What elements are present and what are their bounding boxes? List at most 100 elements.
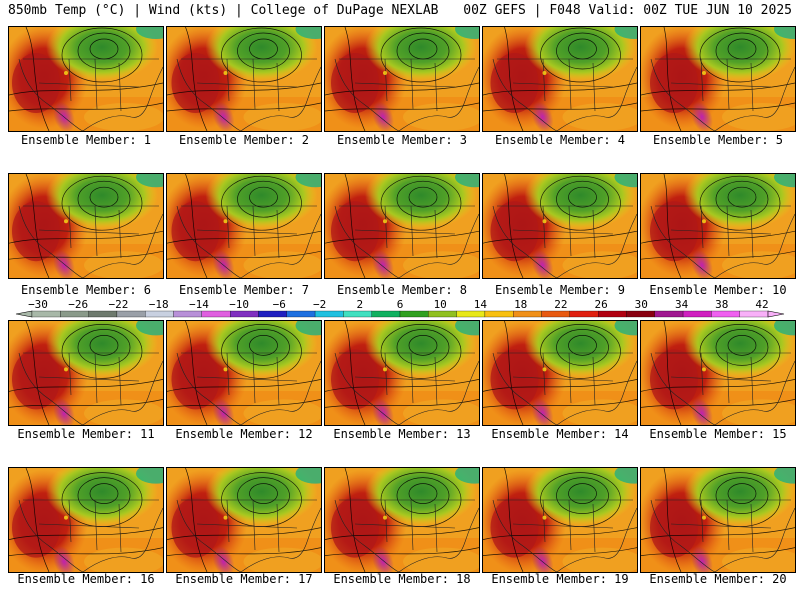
- colorbar-segment: [739, 310, 769, 318]
- colorbar-segment: [711, 310, 740, 318]
- colorbar-segment: [201, 310, 231, 318]
- ensemble-panel: [640, 467, 796, 573]
- colorbar-left-arrow: [15, 310, 33, 318]
- colorbar-segment: [654, 310, 684, 318]
- colorbar-tick-label: 30: [635, 299, 648, 311]
- colorbar-segment: [343, 310, 372, 318]
- ensemble-panel: [482, 320, 638, 426]
- colorbar-segment: [60, 310, 89, 318]
- colorbar-segment: [286, 310, 316, 318]
- colorbar-tick-label: 22: [554, 299, 567, 311]
- ensemble-map: [167, 174, 321, 278]
- colorbar-tick-label: 26: [594, 299, 607, 311]
- ensemble-member-label: Ensemble Member: 14: [491, 427, 629, 441]
- colorbar-segment: [258, 310, 287, 318]
- colorbar-right-arrow: [767, 310, 785, 318]
- ensemble-map: [9, 321, 163, 425]
- header-run-info: 00Z GEFS | F048 Valid: 00Z TUE JUN 10 20…: [463, 3, 792, 18]
- colorbar-segment: [173, 310, 202, 318]
- colorbar-segment: [31, 310, 61, 318]
- ensemble-map: [483, 27, 637, 131]
- ensemble-panel: [8, 320, 164, 426]
- ensemble-panel: [324, 26, 480, 132]
- colorbar-tick-label: 6: [397, 299, 404, 311]
- ensemble-member-label: Ensemble Member: 11: [17, 427, 155, 441]
- colorbar-tick-label: −22: [108, 299, 128, 311]
- ensemble-panel: [482, 173, 638, 279]
- ensemble-map: [641, 174, 795, 278]
- ensemble-map: [641, 468, 795, 572]
- ensemble-map: [325, 321, 479, 425]
- ensemble-map: [641, 27, 795, 131]
- colorbar-tick-label: 14: [474, 299, 488, 311]
- ensemble-map: [325, 174, 479, 278]
- ensemble-member-label: Ensemble Member: 8: [336, 283, 468, 297]
- ensemble-panel: [640, 26, 796, 132]
- ensemble-map: [325, 27, 479, 131]
- colorbar-segment: [116, 310, 146, 318]
- ensemble-map: [167, 27, 321, 131]
- colorbar-tick-label: 2: [356, 299, 363, 311]
- colorbar-segment: [229, 310, 259, 318]
- temperature-colorbar: −30 −26 −22 −18 −14 −10 −6 −2 2 6 10 14 18 22 26 30 34 38…: [15, 299, 785, 318]
- ensemble-panel: [324, 467, 480, 573]
- ensemble-panel: [166, 173, 322, 279]
- ensemble-panel: [166, 26, 322, 132]
- ensemble-map: [483, 468, 637, 572]
- ensemble-member-label: Ensemble Member: 6: [20, 283, 152, 297]
- ensemble-panel: [482, 467, 638, 573]
- colorbar-tick-label: −30: [28, 299, 48, 311]
- ensemble-member-label: Ensemble Member: 20: [649, 572, 787, 586]
- colorbar-segment: [484, 310, 514, 318]
- ensemble-member-label: Ensemble Member: 3: [336, 133, 468, 147]
- ensemble-panel: [324, 173, 480, 279]
- header-title: 850mb Temp (°C) | Wind (kts) | College o…: [8, 3, 439, 18]
- ensemble-member-label: Ensemble Member: 16: [17, 572, 155, 586]
- ensemble-map: [9, 27, 163, 131]
- colorbar-segment: [569, 310, 599, 318]
- colorbar-tick-label: 18: [514, 299, 527, 311]
- ensemble-member-label: Ensemble Member: 1: [20, 133, 152, 147]
- colorbar-segment: [371, 310, 401, 318]
- ensemble-map: [9, 468, 163, 572]
- colorbar-tick-label: −6: [273, 299, 286, 311]
- ensemble-map: [167, 321, 321, 425]
- ensemble-panel: [166, 320, 322, 426]
- ensemble-panel: [482, 26, 638, 132]
- colorbar-segment: [541, 310, 570, 318]
- colorbar-tick-label: 34: [675, 299, 689, 311]
- colorbar-tick-label: 10: [434, 299, 447, 311]
- colorbar-segment: [513, 310, 542, 318]
- ensemble-member-label: Ensemble Member: 4: [494, 133, 626, 147]
- colorbar-tick-label: −2: [313, 299, 326, 311]
- colorbar-segment: [626, 310, 655, 318]
- ensemble-panel: [8, 173, 164, 279]
- colorbar-tick-label: 38: [715, 299, 728, 311]
- colorbar-segment: [456, 310, 486, 318]
- colorbar-tick-label: −18: [149, 299, 169, 311]
- ensemble-member-label: Ensemble Member: 10: [649, 283, 787, 297]
- colorbar-tick-label: −26: [68, 299, 88, 311]
- ensemble-panel: [640, 173, 796, 279]
- ensemble-member-label: Ensemble Member: 19: [491, 572, 629, 586]
- ensemble-map: [167, 468, 321, 572]
- ensemble-map: [9, 174, 163, 278]
- ensemble-panel: [8, 26, 164, 132]
- ensemble-member-label: Ensemble Member: 13: [333, 427, 471, 441]
- colorbar-tick-label: −14: [189, 299, 209, 311]
- ensemble-map: [483, 321, 637, 425]
- ensemble-member-label: Ensemble Member: 9: [494, 283, 626, 297]
- colorbar-segment: [682, 310, 712, 318]
- ensemble-member-label: Ensemble Member: 12: [175, 427, 313, 441]
- ensemble-panel: [324, 320, 480, 426]
- ensemble-map: [483, 174, 637, 278]
- colorbar-segment: [88, 310, 118, 318]
- ensemble-map: [641, 321, 795, 425]
- ensemble-member-label: Ensemble Member: 2: [178, 133, 310, 147]
- ensemble-panel: [166, 467, 322, 573]
- ensemble-panel: [8, 467, 164, 573]
- ensemble-panel: [640, 320, 796, 426]
- colorbar-segment: [428, 310, 457, 318]
- ensemble-map: [325, 468, 479, 572]
- ensemble-member-label: Ensemble Member: 18: [333, 572, 471, 586]
